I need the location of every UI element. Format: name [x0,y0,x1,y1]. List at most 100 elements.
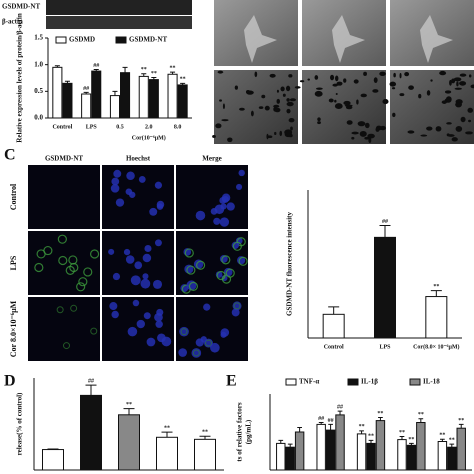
sem-pore [373,77,378,83]
bar [406,444,417,471]
sem-pore [234,85,238,90]
annotation: ** [141,67,147,73]
sem-pore [335,75,339,82]
sem-pore [280,86,285,92]
error-bar [123,408,135,415]
sem-pore [294,86,301,89]
nucleus [144,244,152,253]
error-bar [328,306,340,315]
error-bar [122,66,128,73]
sem-pore [391,87,396,90]
sem-pore [360,93,367,98]
stain [90,327,98,335]
sem-pore [250,110,254,117]
row-label: Control [9,183,18,210]
error-bar [47,448,59,450]
sem-pore [288,74,293,78]
annotation: ** [170,66,176,72]
y-axis-label: GSDMD-NT fluorescence intensity [286,212,294,316]
sem-pore [465,131,473,135]
y-axis-label: ts of relative factors [236,402,244,461]
stain [238,256,248,266]
annotation: ## [83,86,89,92]
stain [58,255,68,266]
sem-pore [451,137,458,142]
error-bar [379,225,391,238]
bar [276,442,286,471]
annotation: ** [408,437,414,443]
x-tick-label: LPS [86,124,98,130]
nucleus [108,248,115,255]
nucleus [155,320,163,328]
nucleus [219,197,227,204]
nucleus [143,312,151,320]
annotation: ## [88,379,94,385]
bar [416,422,426,471]
panel-letter: D [4,373,16,390]
sem-pore [261,94,266,99]
bar [194,438,216,471]
micrograph [28,231,100,295]
error-bar [440,438,445,442]
stain [57,234,67,244]
sem-pore [264,105,270,111]
stain [233,302,241,310]
bar [52,66,63,119]
sem-pore [289,98,297,102]
error-bar [368,439,374,444]
error-bar [418,418,424,423]
error-bar [170,71,176,75]
sem-pore [446,122,452,125]
x-tick-label: 2.0 [145,124,153,130]
nucleus [140,278,151,289]
bar [316,423,326,471]
micrograph [176,165,248,229]
stain [83,267,93,277]
stain [78,277,88,287]
bar [375,420,386,471]
error-bar [318,422,324,425]
sem-pore [459,73,467,77]
annotation: ** [126,402,132,408]
error-bar [151,76,157,80]
nucleus [238,169,245,177]
annotation: ** [359,424,365,430]
annotation: ** [164,426,170,432]
bar [437,441,448,471]
sem-pore [343,78,347,83]
x-tick-label: 8.0 [174,124,182,130]
stain [216,270,226,281]
sem-pore [334,103,343,110]
row-label: Cor 8.0×10⁻⁶μM [9,300,18,357]
nucleus [142,273,149,280]
sem-pore [455,102,462,108]
error-bar [399,436,405,440]
legend-label: GSDMD-NT [129,36,167,44]
sem-pore [317,117,321,122]
nucleus [231,308,240,317]
sem-pore [273,104,280,108]
x-axis-label: Cor(10⁻⁶μM) [132,134,166,141]
sem-cell [420,15,453,63]
sem-pore [455,125,463,132]
bar [447,446,457,471]
sem-pore [332,83,338,87]
nucleus [178,348,188,357]
nucleus [220,203,227,210]
nucleus [161,336,172,347]
column-header: Merge [202,155,221,163]
stain [63,342,71,350]
nucleus [109,302,118,311]
sem-pore [286,101,294,107]
stain [232,241,242,251]
bar [42,449,64,471]
stain [89,249,100,259]
annotation: ## [337,404,343,410]
sem-pore [445,96,452,103]
sem-pore [456,81,459,87]
nucleus [220,331,227,338]
annotation: ## [318,416,324,422]
sem-pore [356,99,359,105]
y-tick-label: 0.0 [34,114,43,122]
